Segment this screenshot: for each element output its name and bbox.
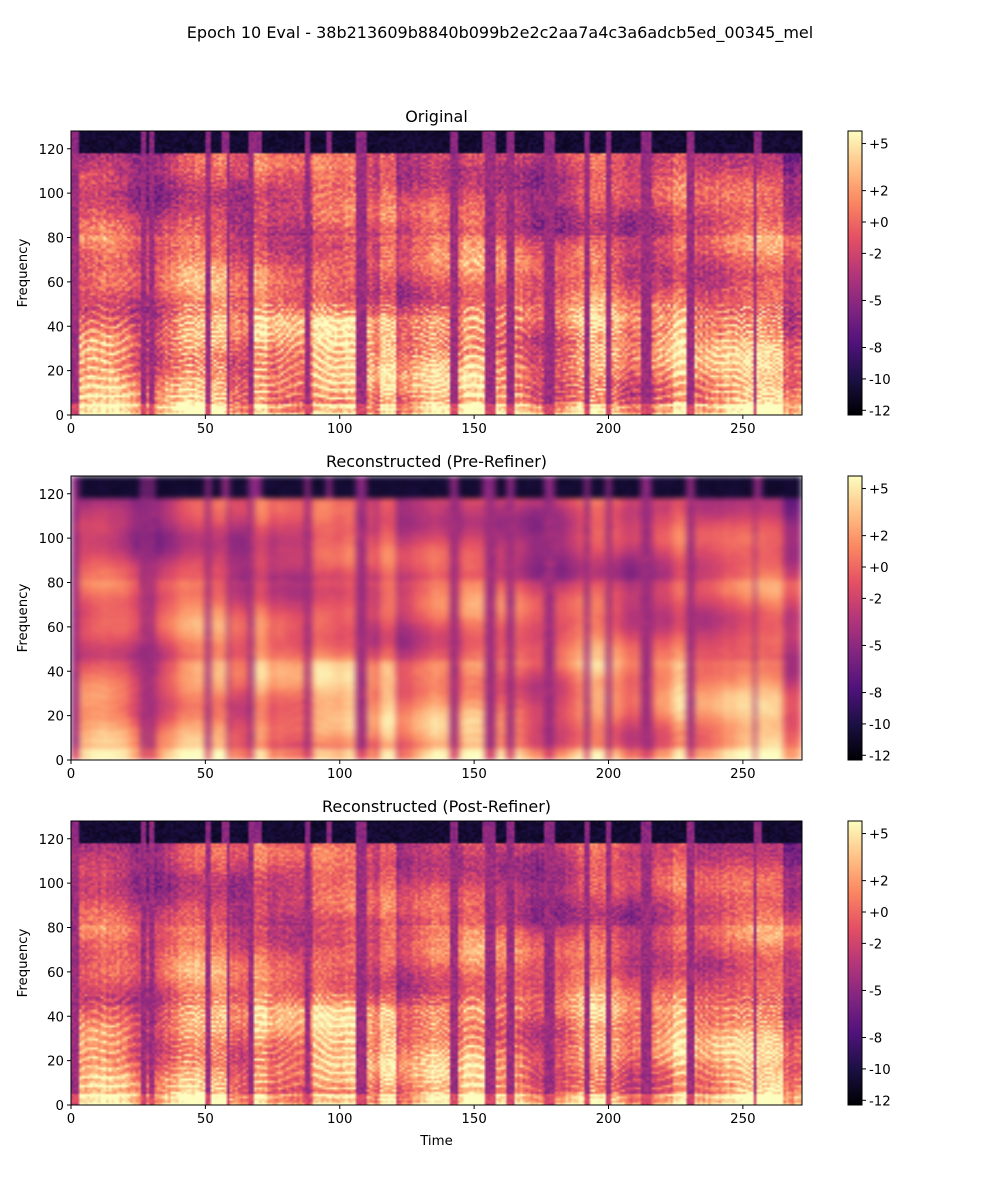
colorbar-tick-label: +5 <box>869 138 889 153</box>
colorbar-frame <box>847 475 863 761</box>
x-tick-label: 200 <box>596 767 621 782</box>
y-tick-label: 80 <box>47 577 64 592</box>
colorbar-gradient <box>848 476 862 760</box>
colorbar-tick-label: +2 <box>869 875 889 890</box>
x-tick-label: 250 <box>730 1112 755 1127</box>
x-tick-label: 0 <box>67 422 75 437</box>
y-tick-label: 60 <box>47 621 64 636</box>
colorbar-tick-label: +0 <box>869 216 889 231</box>
colorbar-tick-label: -10 <box>869 373 891 388</box>
panel-2: Reconstructed (Pre-Refiner)0 50 100 150 200 2… <box>16 452 891 782</box>
colorbar-gradient <box>848 821 862 1105</box>
colorbar-tick-label: -2 <box>869 937 882 952</box>
colorbar: +5 +2 +0 -2 -5 -8 -10 -12 <box>847 475 891 764</box>
y-tick-label: 100 <box>39 187 64 202</box>
x-tick-label: 50 <box>197 422 214 437</box>
colorbar-tick-label: +5 <box>869 828 889 843</box>
x-tick-label: 50 <box>197 767 214 782</box>
colorbar-gradient <box>848 131 862 415</box>
y-tick-label: 40 <box>47 320 64 335</box>
x-tick-label: 0 <box>67 767 75 782</box>
y-tick-label: 120 <box>39 488 64 503</box>
panel-title: Reconstructed (Post-Refiner) <box>322 797 551 816</box>
panel-1: Original 0 50 100 150 200 250 0 20 40 60 80 100 120 Fr… <box>16 107 891 437</box>
colorbar-tick-label: -10 <box>869 1063 891 1078</box>
colorbar: +5 +2 +0 -2 -5 -8 -10 -12 <box>847 130 891 419</box>
colorbar-tick-label: -5 <box>869 639 882 654</box>
x-tick-label: 200 <box>596 1112 621 1127</box>
y-tick-label: 20 <box>47 365 64 380</box>
y-axis-label: Frequency <box>16 584 31 653</box>
axes-frame <box>70 820 803 1106</box>
colorbar-tick-label: -5 <box>869 294 882 309</box>
y-tick-label: 80 <box>47 922 64 937</box>
spectrogram-heatmap <box>71 821 802 1105</box>
x-tick-label: 0 <box>67 1112 75 1127</box>
y-tick-label: 0 <box>56 409 64 424</box>
y-tick-label: 60 <box>47 276 64 291</box>
panel-title: Reconstructed (Pre-Refiner) <box>326 452 547 471</box>
colorbar-tick-label: -12 <box>869 404 891 419</box>
y-tick-label: 20 <box>47 1055 64 1070</box>
panel-title: Original <box>405 107 468 126</box>
x-tick-label: 50 <box>197 1112 214 1127</box>
colorbar-tick-label: -5 <box>869 984 882 999</box>
colorbar: +5 +2 +0 -2 -5 -8 -10 -12 <box>847 820 891 1109</box>
y-tick-label: 120 <box>39 143 64 158</box>
y-tick-label: 0 <box>56 1099 64 1114</box>
colorbar-tick-label: -8 <box>869 342 882 357</box>
colorbar-tick-label: +2 <box>869 185 889 200</box>
spectrogram-heatmap <box>71 476 802 760</box>
colorbar-tick-label: +0 <box>869 906 889 921</box>
colorbar-tick-label: -8 <box>869 687 882 702</box>
x-tick-label: 150 <box>461 1112 486 1127</box>
y-tick-label: 20 <box>47 710 64 725</box>
axes-frame <box>70 130 803 416</box>
x-tick-label: 250 <box>730 767 755 782</box>
x-axis-label: Time <box>419 1134 453 1149</box>
colorbar-frame <box>847 130 863 416</box>
y-tick-label: 80 <box>47 232 64 247</box>
y-tick-label: 100 <box>39 877 64 892</box>
y-tick-label: 120 <box>39 833 64 848</box>
x-tick-label: 200 <box>596 422 621 437</box>
spectrogram-heatmap <box>71 131 802 415</box>
x-tick-label: 250 <box>730 422 755 437</box>
colorbar-frame <box>847 820 863 1106</box>
y-axis-label: Frequency <box>16 239 31 308</box>
x-tick-label: 100 <box>327 767 352 782</box>
colorbar-tick-label: +5 <box>869 483 889 498</box>
colorbar-tick-label: +2 <box>869 530 889 545</box>
x-tick-label: 100 <box>327 1112 352 1127</box>
x-tick-label: 150 <box>461 422 486 437</box>
axes-frame <box>70 475 803 761</box>
colorbar-tick-label: -10 <box>869 718 891 733</box>
colorbar-tick-label: -2 <box>869 247 882 262</box>
figure-suptitle: Epoch 10 Eval - 38b213609b8840b099b2e2c2… <box>187 23 813 43</box>
x-tick-label: 100 <box>327 422 352 437</box>
y-tick-label: 40 <box>47 1010 64 1025</box>
colorbar-tick-label: -2 <box>869 592 882 607</box>
panel-3: Reconstructed (Post-Refiner)0 50 100 150 200… <box>16 797 891 1149</box>
y-tick-label: 0 <box>56 754 64 769</box>
y-tick-label: 40 <box>47 665 64 680</box>
y-tick-label: 100 <box>39 532 64 547</box>
y-tick-label: 60 <box>47 966 64 981</box>
colorbar-tick-label: -8 <box>869 1032 882 1047</box>
x-tick-label: 150 <box>461 767 486 782</box>
colorbar-tick-label: +0 <box>869 561 889 576</box>
colorbar-tick-label: -12 <box>869 1094 891 1109</box>
y-axis-label: Frequency <box>16 929 31 998</box>
colorbar-tick-label: -12 <box>869 749 891 764</box>
